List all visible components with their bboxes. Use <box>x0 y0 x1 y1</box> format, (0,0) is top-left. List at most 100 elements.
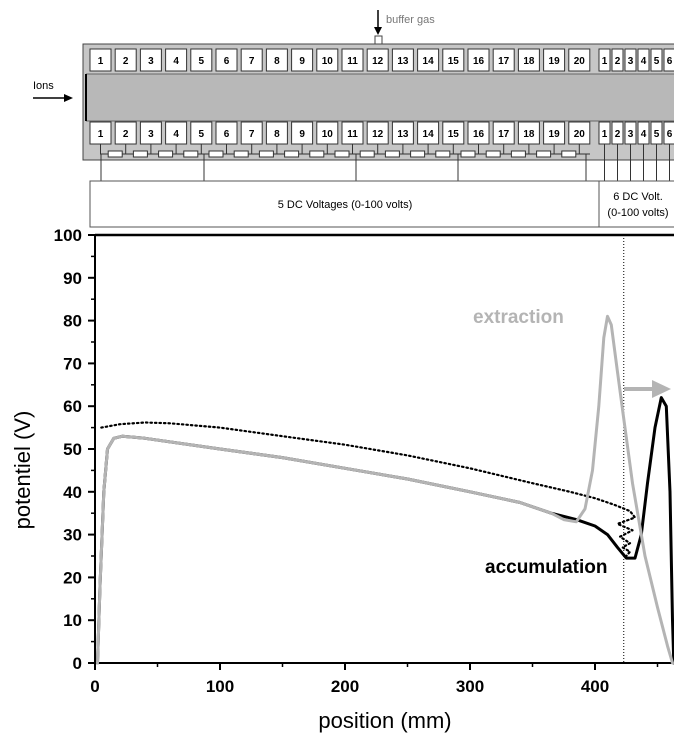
extraction-arrow <box>624 380 671 398</box>
segments-bottom-row: 1 2 3 4 5 6 7 8 9 10 11 12 13 14 15 16 17 18 19 20 1 2 3 4 5 6 <box>89 121 674 145</box>
segment-number: 16 <box>473 129 485 140</box>
resistor <box>561 150 577 158</box>
segment-top-17 <box>492 48 515 72</box>
segment-number: 5 <box>199 129 205 140</box>
segment-number: 6 <box>224 56 230 67</box>
segment-number: 10 <box>322 129 334 140</box>
buffer-gas-inlet <box>374 10 383 45</box>
extraction-segment-number: 5 <box>654 129 660 140</box>
segment-top-8 <box>265 48 288 72</box>
segment-number: 7 <box>249 129 255 140</box>
dc-extraction-box <box>598 180 674 228</box>
chart: 0 10 20 30 40 50 60 70 80 90 100 0 100 200 300 400 ext… <box>10 226 674 733</box>
series-layer <box>96 314 674 665</box>
extraction-segment-number: 4 <box>641 56 647 67</box>
segment-number: 18 <box>523 56 535 67</box>
segment-top-6 <box>215 48 238 72</box>
y-tick-label: 60 <box>63 397 82 416</box>
dc-wiring <box>100 144 670 181</box>
segment-number: 6 <box>224 129 230 140</box>
extraction-segment-top-1 <box>598 48 611 72</box>
segment-top-19 <box>543 48 566 72</box>
extraction-annotation: extraction <box>473 307 564 328</box>
segment-top-13 <box>391 48 414 72</box>
y-tick-label: 0 <box>73 654 82 673</box>
segment-number: 8 <box>274 129 280 140</box>
segment-number: 14 <box>423 56 435 67</box>
resistor <box>510 150 526 158</box>
resistor <box>435 150 451 158</box>
extraction-segment-number: 6 <box>667 129 673 140</box>
resistor-chain <box>100 144 590 158</box>
resistor <box>536 150 552 158</box>
x-axis-title: position (mm) <box>318 708 451 733</box>
segment-number: 10 <box>322 56 334 67</box>
x-tick-label: 400 <box>581 677 609 696</box>
segment-number: 18 <box>523 129 535 140</box>
segment-number: 12 <box>372 129 384 140</box>
resistor <box>132 150 148 158</box>
resistor <box>485 150 501 158</box>
y-axis-title: potentiel (V) <box>10 411 35 530</box>
segment-number: 20 <box>574 56 586 67</box>
extraction-segment-top-4 <box>637 48 650 72</box>
extraction-segment-number: 1 <box>602 56 608 67</box>
y-tick-label: 80 <box>63 312 82 331</box>
segment-top-2 <box>114 48 137 72</box>
ions-arrow <box>33 94 73 102</box>
segment-top-1 <box>89 48 112 72</box>
resistor <box>359 150 375 158</box>
segment-top-20 <box>568 48 591 72</box>
y-tick-label: 40 <box>63 483 82 502</box>
resistor <box>309 150 325 158</box>
extraction-segment-top-6 <box>663 48 674 72</box>
trap-schematic: buffer gas Ions 1 2 3 4 5 6 7 8 9 10 11 12 13 14 15 16 1… <box>33 10 674 228</box>
segment-top-7 <box>240 48 263 72</box>
extraction-segment-number: 4 <box>641 129 647 140</box>
segment-number: 11 <box>347 56 358 67</box>
segment-top-3 <box>139 48 162 72</box>
x-axis-ticks: 0 100 200 300 400 <box>90 663 659 696</box>
series-line-3 <box>96 314 674 665</box>
extraction-segment-top-3 <box>624 48 637 72</box>
resistor <box>107 150 123 158</box>
x-tick-label: 100 <box>206 677 234 696</box>
segment-top-18 <box>517 48 540 72</box>
segment-number: 4 <box>173 56 179 67</box>
extraction-segment-number: 1 <box>602 129 608 140</box>
segment-number: 5 <box>199 56 205 67</box>
series-line-2 <box>96 396 674 665</box>
segment-top-10 <box>316 48 339 72</box>
segment-number: 14 <box>423 129 435 140</box>
resistor <box>410 150 426 158</box>
x-tick-label: 200 <box>331 677 359 696</box>
x-tick-label: 0 <box>90 677 99 696</box>
segment-number: 3 <box>148 129 154 140</box>
extraction-segment-top-5 <box>650 48 663 72</box>
segment-number: 15 <box>448 56 460 67</box>
resistor <box>183 150 199 158</box>
extraction-segment-top-2 <box>611 48 624 72</box>
resistor <box>460 150 476 158</box>
x-tick-label: 300 <box>456 677 484 696</box>
ions-label: Ions <box>33 80 54 92</box>
buffer-gas-label: buffer gas <box>386 14 435 26</box>
segment-top-14 <box>417 48 440 72</box>
segment-number: 20 <box>574 129 586 140</box>
resistor <box>208 150 224 158</box>
segment-number: 13 <box>397 129 409 140</box>
y-tick-label: 70 <box>63 354 82 373</box>
accumulation-annotation: accumulation <box>485 557 607 578</box>
segment-top-16 <box>467 48 490 72</box>
dc-extraction-label-line2: (0-100 volts) <box>607 207 668 219</box>
segment-number: 17 <box>498 56 510 67</box>
segment-number: 2 <box>123 56 129 67</box>
y-tick-label: 50 <box>63 440 82 459</box>
segment-top-12 <box>366 48 389 72</box>
resistor <box>158 150 174 158</box>
extraction-segment-number: 2 <box>615 129 621 140</box>
segment-number: 9 <box>299 56 305 67</box>
y-tick-label: 20 <box>63 568 82 587</box>
segment-number: 13 <box>397 56 409 67</box>
extraction-segment-number: 2 <box>615 56 621 67</box>
